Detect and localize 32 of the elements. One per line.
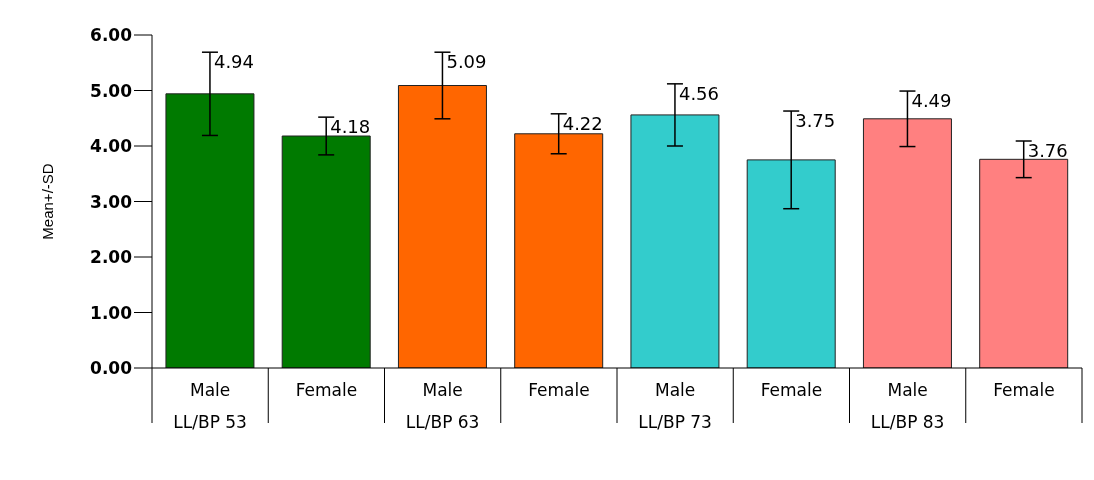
y-axis-title: Mean+/-SD bbox=[39, 163, 57, 240]
data-label: 5.09 bbox=[446, 51, 487, 73]
data-label: 4.22 bbox=[562, 112, 603, 134]
x-tick-label: Female bbox=[528, 380, 590, 400]
y-tick-label: 6.00 bbox=[90, 25, 133, 46]
bar bbox=[746, 159, 836, 368]
bar bbox=[514, 133, 604, 368]
bar bbox=[862, 118, 952, 368]
data-label: 3.76 bbox=[1027, 140, 1068, 162]
bar bbox=[630, 114, 720, 368]
bar bbox=[281, 135, 371, 368]
x-tick-label: Male LL/BP 83 bbox=[870, 380, 945, 432]
bar bbox=[397, 85, 487, 368]
y-tick-label: 0.00 bbox=[90, 358, 133, 379]
y-tick-label: 1.00 bbox=[90, 302, 133, 323]
data-label: 4.94 bbox=[213, 51, 255, 73]
data-label: 3.75 bbox=[795, 110, 836, 132]
x-tick-label: Female bbox=[760, 380, 823, 400]
data-label: 4.18 bbox=[330, 116, 371, 138]
x-tick-label: Male LL/BP 73 bbox=[638, 380, 712, 432]
y-tick-label: 4.00 bbox=[90, 136, 133, 157]
x-tick-label: Female bbox=[993, 380, 1055, 400]
bar bbox=[979, 158, 1069, 368]
x-tick-label: Female bbox=[295, 380, 358, 400]
x-tick-label: Male LL/BP 63 bbox=[405, 380, 480, 432]
bar bbox=[165, 93, 255, 368]
y-tick-label: 2.00 bbox=[90, 247, 133, 268]
x-tick-label: Male LL/BP 53 bbox=[173, 380, 247, 432]
data-label: 4.56 bbox=[678, 82, 720, 104]
y-tick-label: 3.00 bbox=[90, 191, 133, 212]
y-tick-label: 5.00 bbox=[90, 80, 133, 101]
data-label: 4.49 bbox=[911, 90, 952, 112]
